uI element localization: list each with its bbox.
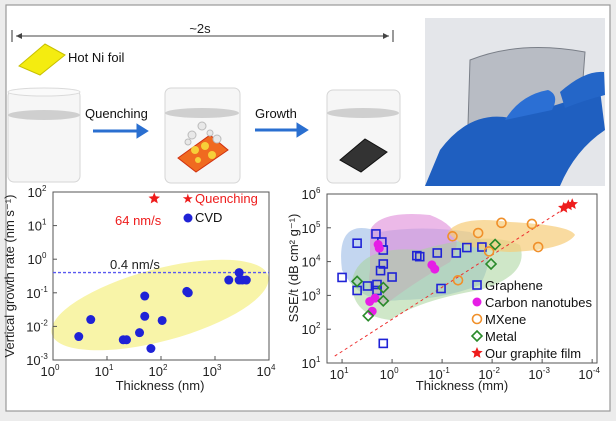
data-point-cvd <box>224 275 234 285</box>
trend-line <box>334 210 561 357</box>
data-point-quenching <box>148 192 160 204</box>
data-point-our-graphite-film <box>558 201 570 213</box>
data-point-graphene <box>362 281 373 291</box>
data-point-our-graphite-film <box>566 198 578 209</box>
schematic: ~2s Hot Ni foil Quenching Growth <box>7 21 401 184</box>
data-point-graphene <box>451 248 462 258</box>
data-point-mxene <box>472 227 484 239</box>
data-point-cvd <box>74 332 84 342</box>
data-point-metal <box>362 309 375 322</box>
legend-circle-icon <box>472 297 482 307</box>
data-point-cvd <box>135 328 145 338</box>
legend-entry: Metal <box>485 329 517 344</box>
data-point-metal <box>377 281 390 294</box>
legend-square-icon <box>472 280 482 290</box>
data-point-cvd <box>86 315 96 325</box>
reference-line-label: 0.4 nm/s <box>110 257 160 272</box>
data-point-carbon-nanotubes <box>430 264 440 274</box>
legend-circle-icon <box>183 213 193 223</box>
data-point-mxene <box>483 246 495 257</box>
data-point-mxene <box>526 218 538 230</box>
photo-hand-holding-film <box>425 18 605 186</box>
annotation-64nm: 64 nm/s <box>115 213 162 228</box>
foil-label: Hot Ni foil <box>68 50 124 65</box>
data-point-graphene <box>371 229 381 239</box>
ni-foil-icon <box>18 43 66 76</box>
sse-chart: 101 100 10-1 10-2 10-3 10-4101102103104105106… <box>286 186 600 393</box>
data-point-graphene <box>352 238 362 249</box>
y-axis-label: Vertical growth rate (nm s⁻¹) <box>2 195 17 358</box>
data-point-cvd <box>157 315 167 325</box>
data-point-graphene <box>378 259 389 269</box>
legend-diamond-icon <box>470 329 484 343</box>
data-point-cvd <box>140 291 150 301</box>
y-axis-label: SSE/t (dB cm² g⁻¹) <box>286 214 301 323</box>
beaker-with-foil-icon <box>164 87 241 184</box>
data-point-metal <box>350 275 364 288</box>
data-point-mxene <box>496 217 507 229</box>
data-point-graphene <box>337 272 347 283</box>
data-point-mxene <box>452 274 464 286</box>
data-point-cvd <box>183 288 193 298</box>
data-point-carbon-nanotubes <box>370 293 380 303</box>
data-point-carbon-nanotubes <box>374 243 384 253</box>
data-point-cvd <box>146 343 156 353</box>
plot-frame <box>326 193 598 364</box>
data-point-graphene <box>477 242 487 252</box>
data-point-cvd <box>140 311 150 321</box>
data-point-graphene <box>462 242 472 253</box>
data-point-graphene <box>436 283 446 294</box>
data-point-our-graphite-film <box>562 199 574 211</box>
arrow-right-icon <box>93 123 149 139</box>
time-label: ~2s <box>189 21 211 36</box>
data-point-cvd <box>234 268 244 278</box>
legend-circle-open-icon <box>471 313 483 325</box>
growth-step-label: Growth <box>255 106 297 121</box>
legend-quenching: Quenching <box>195 191 258 206</box>
legend-entry: Graphene <box>485 278 543 293</box>
legend-entry: Our graphite film <box>485 346 581 361</box>
legend-entry: MXene <box>485 312 526 327</box>
x-axis-label: Thickness (nm) <box>116 378 205 393</box>
legend-star-icon: ★ <box>182 191 194 206</box>
data-point-metal <box>377 294 390 307</box>
beaker-icon <box>7 87 81 183</box>
arrow-right-icon <box>255 122 309 138</box>
legend-cvd: CVD <box>195 210 222 225</box>
data-point-mxene <box>447 231 458 242</box>
data-point-graphene <box>378 338 389 349</box>
data-point-graphene <box>414 251 425 262</box>
legend-star-icon <box>471 347 483 358</box>
metal-region <box>351 238 522 320</box>
data-point-graphene <box>387 272 397 282</box>
data-point-cvd <box>122 335 132 345</box>
data-point-graphene <box>412 250 422 261</box>
x-axis-label: Thickness (mm) <box>416 378 508 393</box>
growth-rate-chart: 0.4 nm/s 64 nm/s 100 101 102 103 10410-310-2… <box>2 184 276 393</box>
mxene-region <box>448 219 575 252</box>
data-point-metal <box>484 257 498 271</box>
data-point-graphene <box>432 248 443 258</box>
data-point-metal <box>489 238 502 251</box>
beaker-with-graphite-icon <box>326 89 401 184</box>
data-point-mxene <box>532 241 544 253</box>
cvd-region <box>51 259 269 351</box>
data-point-cvd <box>241 275 251 285</box>
data-point-graphene <box>375 265 386 276</box>
quenching-step-label: Quenching <box>85 106 148 121</box>
legend-entry: Carbon nanotubes <box>485 295 592 310</box>
